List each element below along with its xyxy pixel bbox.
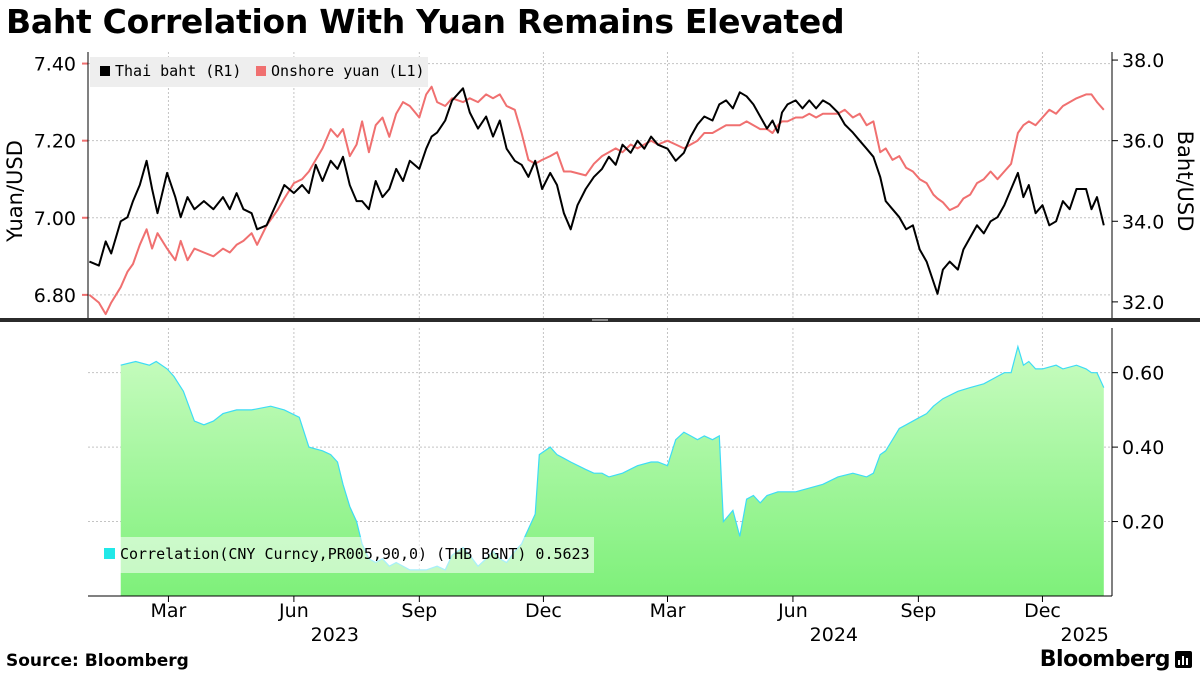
left-tick-label: 7.40 — [34, 54, 76, 76]
correlation-line — [120, 344, 1105, 571]
right-tick-label: 36.0 — [1122, 131, 1164, 153]
x-tick-label: Mar — [650, 600, 686, 622]
correlation-area — [120, 344, 1105, 596]
tick-labels: Mar Jun Sep Dec Mar Jun Sep Dec 2023 2024 2025 6.80… — [3, 50, 1197, 646]
x-tick-label: Mar — [151, 600, 187, 622]
legends: Thai baht (R1) Onshore yuan (L1) Correlati… — [90, 57, 594, 573]
right-tick-label: 32.0 — [1122, 292, 1164, 314]
x-tick-label: Sep — [401, 600, 437, 622]
chart-title: Baht Correlation With Yuan Remains Eleva… — [6, 2, 845, 41]
x-year-label: 2023 — [311, 624, 359, 646]
right-axis-title: Baht/USD — [1173, 131, 1197, 232]
thai-baht-line — [89, 87, 1105, 295]
legend-label-thai-baht: Thai baht (R1) — [115, 62, 241, 80]
axes — [0, 52, 1200, 602]
panel-divider-handle — [592, 319, 608, 321]
left-tick-label: 6.80 — [34, 285, 76, 307]
bloomberg-chart-icon — [1175, 651, 1192, 668]
source-note: Source: Bloomberg — [6, 651, 189, 671]
right-tick-label: 34.0 — [1122, 211, 1164, 233]
right-tick-label: 0.60 — [1122, 363, 1164, 385]
legend-label-onshore-yuan: Onshore yuan (L1) — [271, 62, 425, 80]
legend-label-correlation: Correlation(CNY Curncy,PR005,90,0) (THB … — [120, 545, 590, 563]
right-tick-label: 38.0 — [1122, 50, 1164, 72]
x-tick-label: Sep — [900, 600, 936, 622]
legend-swatch-correlation — [104, 548, 115, 559]
bloomberg-logo: Bloomberg — [1039, 647, 1171, 672]
right-tick-label: 0.40 — [1122, 437, 1164, 459]
onshore-yuan-line — [88, 85, 1105, 316]
x-year-label: 2025 — [1061, 624, 1109, 646]
legend-swatch-onshore-yuan — [256, 66, 266, 76]
left-tick-label: 7.20 — [34, 131, 76, 153]
x-tick-label: Dec — [525, 600, 562, 622]
x-year-label: 2024 — [810, 624, 858, 646]
right-tick-label: 0.20 — [1122, 512, 1164, 534]
x-tick-label: Dec — [1024, 600, 1061, 622]
x-tick-label: Jun — [278, 600, 309, 622]
x-tick-label: Jun — [777, 600, 808, 622]
left-tick-label: 7.00 — [34, 208, 76, 230]
correlation-fill — [120, 346, 1104, 596]
price-lines — [88, 85, 1105, 316]
left-axis-title: Yuan/USD — [3, 140, 27, 243]
legend-box-bottom — [96, 537, 594, 573]
legend-swatch-thai-baht — [100, 66, 110, 76]
